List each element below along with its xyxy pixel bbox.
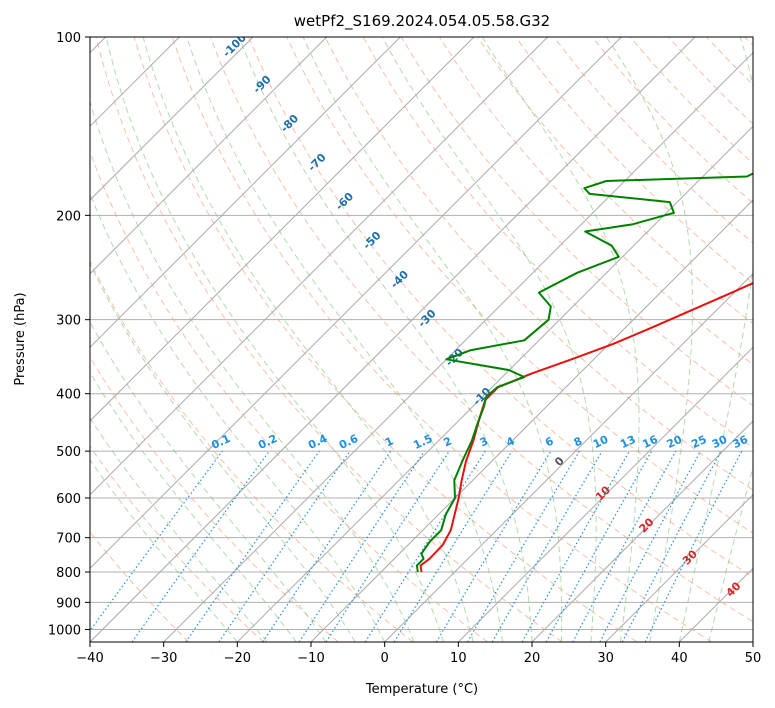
y-tick-label: 300 xyxy=(56,314,81,329)
x-tick-label: 50 xyxy=(745,651,762,666)
dry-adiabat xyxy=(90,259,414,642)
dry-adiabat xyxy=(515,37,753,284)
x-tick-label: 40 xyxy=(671,651,688,666)
mixing-ratio-line xyxy=(521,450,631,642)
dry-adiabat xyxy=(95,37,563,642)
mixing-ratio-line xyxy=(545,450,653,642)
dry-adiabat xyxy=(286,37,753,534)
mixing-ratio-line xyxy=(131,450,270,642)
dry-adiabat xyxy=(90,356,339,642)
isotherm-line xyxy=(90,37,254,201)
mixing-ratio-label: 36 xyxy=(731,433,751,451)
mixing-ratio-label: 30 xyxy=(710,433,730,451)
isotherm-line xyxy=(90,37,401,349)
chart-title: wetPf2_S169.2024.054.05.58.G32 xyxy=(294,12,550,31)
temperature-trace xyxy=(419,282,753,573)
mixing-ratio-label: 13 xyxy=(618,433,637,451)
x-tick-label: 20 xyxy=(524,651,541,666)
moist-adiabat xyxy=(142,37,474,642)
isotherm-line xyxy=(90,37,696,642)
isotherm-line xyxy=(236,125,753,642)
dry-adiabat xyxy=(210,37,753,623)
moist-adiabat xyxy=(90,417,268,642)
mixing-ratio-label: 10 xyxy=(591,433,611,451)
moist-adiabat xyxy=(678,37,753,642)
dry-adiabat xyxy=(248,37,753,578)
moist-adiabat xyxy=(238,37,533,642)
isotherm-line xyxy=(531,420,753,642)
y-tick-label: 900 xyxy=(56,596,81,611)
isotherm-line xyxy=(90,37,549,496)
x-tick-label: −30 xyxy=(150,651,177,666)
x-tick-label: −10 xyxy=(297,651,324,666)
x-axis-label: Temperature (°C) xyxy=(365,682,478,697)
y-tick-label: 700 xyxy=(56,532,81,547)
moist-adiabat xyxy=(381,37,597,642)
isotherm-line xyxy=(310,199,753,642)
y-tick-label: 100 xyxy=(56,31,81,46)
mixing-ratio-label: 25 xyxy=(689,433,708,451)
plot-frame xyxy=(89,36,754,643)
isotherm-line xyxy=(90,37,328,275)
mixing-ratio-line xyxy=(644,450,743,642)
dry-adiabat xyxy=(133,37,638,642)
moist-adiabat xyxy=(90,192,386,642)
dry-adiabat xyxy=(171,37,712,642)
mixing-ratio-line xyxy=(262,450,392,642)
mixing-ratio-line xyxy=(572,450,677,642)
mixing-ratio-line xyxy=(185,450,320,642)
dewpoint-trace xyxy=(415,172,753,573)
y-tick-label: 500 xyxy=(56,445,81,460)
x-tick-label: −20 xyxy=(224,651,251,666)
moist-adiabat xyxy=(606,37,693,642)
isotherm-line xyxy=(457,346,753,642)
mixing-ratio-line xyxy=(90,450,223,632)
moist-adiabat xyxy=(90,262,356,642)
y-tick-label: 800 xyxy=(56,566,81,581)
moist-adiabat xyxy=(90,321,327,642)
isotherm-line xyxy=(90,37,622,570)
moist-adiabat xyxy=(708,465,753,642)
x-tick-label: 0 xyxy=(381,651,389,666)
x-tick-label: 10 xyxy=(450,651,467,666)
mixing-ratio-label: 20 xyxy=(665,433,685,451)
x-tick-label: 30 xyxy=(597,651,614,666)
y-axis-label: Pressure (hPa) xyxy=(13,292,28,385)
isotherm-line xyxy=(605,493,753,642)
isotherm-line xyxy=(163,51,753,642)
y-tick-label: 200 xyxy=(56,209,81,224)
mixing-ratio-line xyxy=(298,450,425,642)
moist-adiabat xyxy=(302,37,563,642)
y-tick-label: 1000 xyxy=(48,623,81,638)
dry-adiabat xyxy=(324,37,753,491)
mixing-ratio-line xyxy=(325,450,450,642)
axis-ticks: −40 −30 −20 −10 0 10 20 30 40 50 100 200 300 400 500 60… xyxy=(48,31,761,666)
isotherm-line xyxy=(384,272,753,642)
isotherm-line xyxy=(90,37,475,422)
moist-adiabat xyxy=(105,37,445,642)
x-tick-label: −40 xyxy=(76,651,103,666)
moist-adiabat xyxy=(90,459,238,642)
moist-adiabat xyxy=(90,371,297,642)
mixing-ratio-label: 16 xyxy=(640,433,660,451)
mixing-ratio-line xyxy=(218,450,351,642)
y-tick-label: 400 xyxy=(56,388,81,403)
mixing-ratio-line xyxy=(393,450,513,642)
dry-adiabat xyxy=(90,445,264,642)
moist-adiabat xyxy=(186,37,503,642)
y-tick-label: 600 xyxy=(56,492,81,507)
moist-adiabat xyxy=(481,37,640,642)
